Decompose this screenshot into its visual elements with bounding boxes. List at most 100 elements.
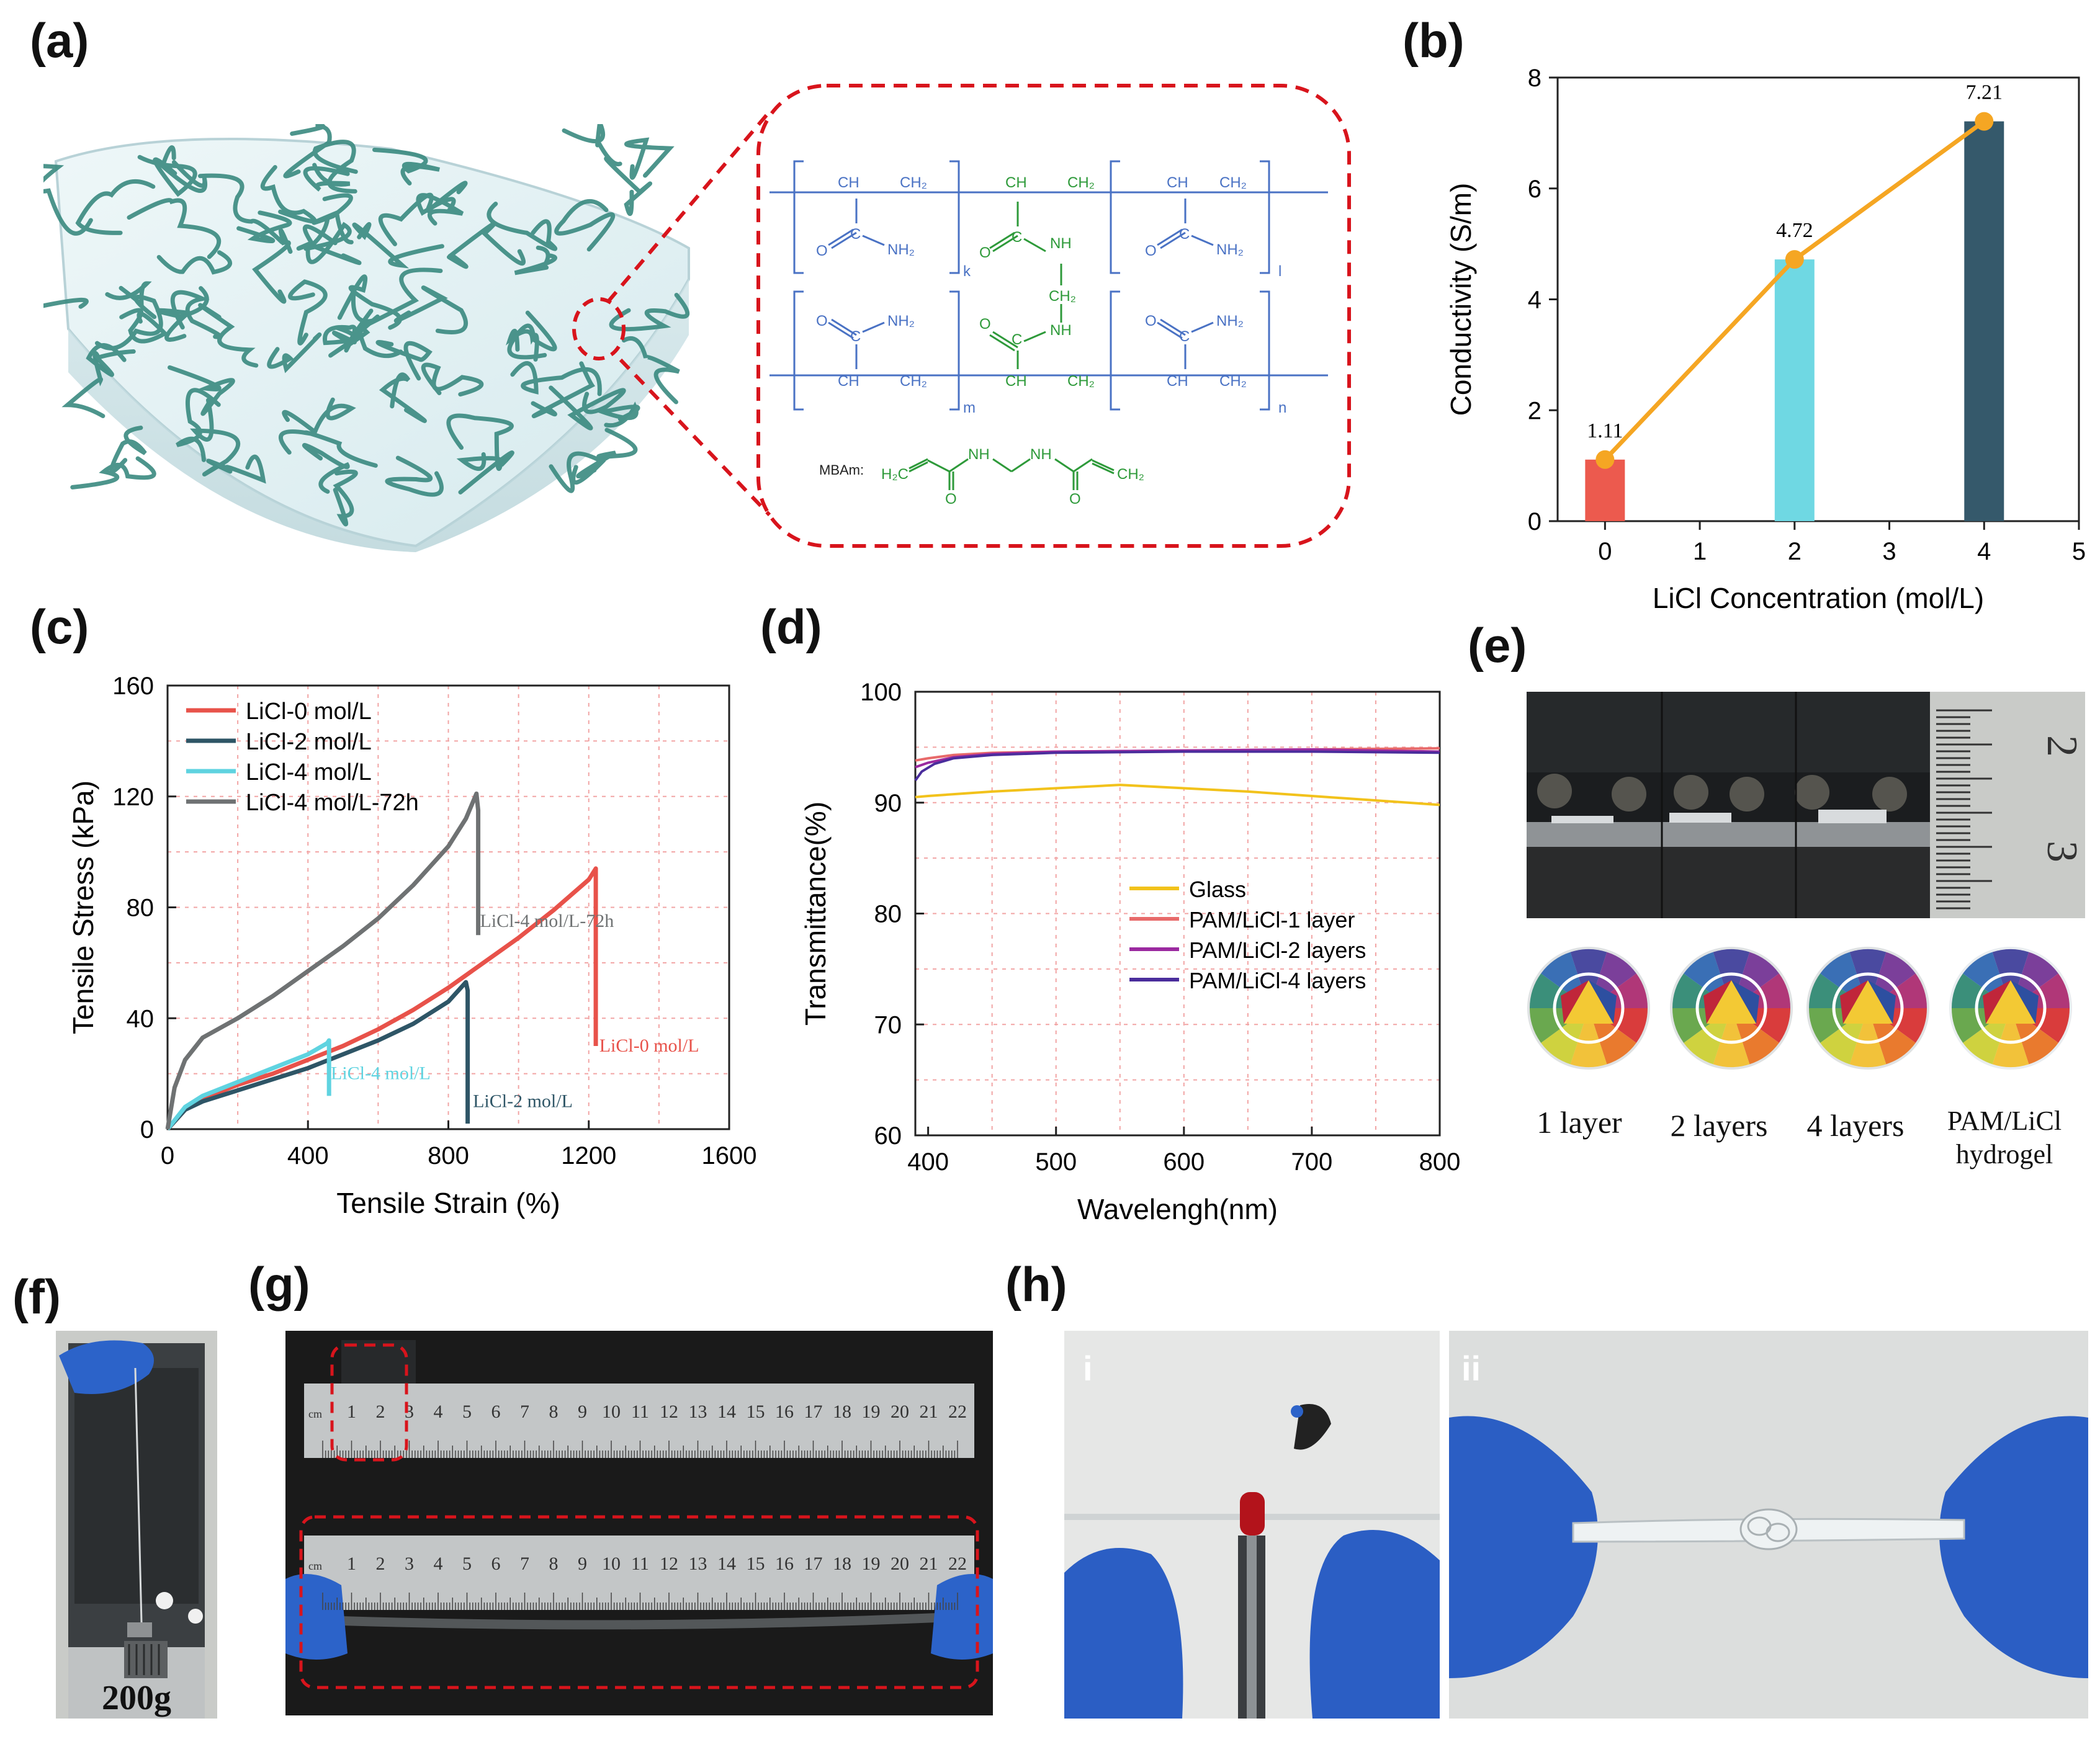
g-ruler-number: 22 (948, 1401, 967, 1422)
c-legend-label: LiCl-4 mol/L-72h (246, 790, 419, 816)
chem-c-3: C (1179, 226, 1190, 243)
panel-label-f: (f) (12, 1269, 61, 1324)
g-ruler-number: 16 (775, 1553, 794, 1574)
gel-fiber (421, 362, 484, 397)
g-ruler-number: 1 (347, 1553, 356, 1574)
gel-fiber (252, 228, 293, 304)
g-ruler-number: 17 (804, 1401, 823, 1422)
panel-label-e: (e) (1468, 618, 1527, 673)
color-wheel-center (2011, 980, 2039, 1024)
gel-fiber (288, 279, 328, 346)
gel-fiber (507, 310, 557, 360)
zoom-line-bottom (619, 358, 771, 517)
b-xtick-label: 4 (1977, 538, 1991, 565)
color-wheel-center (1589, 980, 1617, 1024)
gel-fiber (456, 450, 514, 494)
g-ruler-number: 14 (717, 1553, 736, 1574)
g-ruler-number: 9 (578, 1553, 587, 1574)
c-legend-label: LiCl-4 mol/L (246, 759, 372, 785)
d-ytick-label: 100 (860, 679, 902, 706)
color-wheel-center (1564, 980, 1613, 1024)
panel-label-a: (a) (30, 13, 89, 68)
ruler-mark-2: 2 (2038, 735, 2085, 757)
color-wheel-segment (1713, 1008, 1750, 1067)
d-legend-label: PAM/LiCl-4 layers (1189, 968, 1366, 993)
color-wheel-center (1840, 980, 1868, 1024)
panel-label-h: (h) (1005, 1257, 1067, 1312)
color-wheel-center (1868, 980, 1896, 1024)
g-ruler-number: 14 (717, 1401, 736, 1422)
zoom-circle (572, 297, 626, 360)
f-weight-label: 200g (102, 1679, 171, 1717)
e-caption-1: 1 layer (1537, 1105, 1622, 1140)
color-wheel-center (1703, 980, 1731, 1024)
c-legend-label: LiCl-0 mol/L (246, 699, 372, 725)
color-wheel-center (1561, 980, 1589, 1024)
chem-nh2-4: NH₂ (887, 313, 915, 329)
d-series-line (914, 750, 1440, 782)
gel-fiber (302, 443, 350, 494)
g-ruler-number: 3 (405, 1553, 414, 1574)
b-ytick-label: 4 (1528, 287, 1541, 314)
b-bar (1964, 121, 2004, 521)
color-wheel-inner-ring (1832, 972, 1904, 1044)
g-ruler-number: 4 (434, 1401, 443, 1422)
g-ruler-number: 11 (631, 1401, 649, 1422)
gel-fiber (375, 340, 433, 381)
c-series-line (166, 1038, 331, 1131)
d-legend-label: Glass (1189, 877, 1246, 902)
color-wheel-center (1843, 980, 1893, 1024)
gel-fiber (267, 332, 322, 373)
h-ii-knot-photo: ii (1449, 1331, 2088, 1719)
color-wheel-inner-ring (1975, 972, 2047, 1044)
g-ruler-number: 22 (948, 1553, 967, 1574)
g-ruler-number: 15 (747, 1401, 765, 1422)
c-end-label: LiCl-2 mol/L (473, 1091, 573, 1111)
gel-fiber (168, 365, 235, 416)
g-ruler-number: 2 (376, 1401, 385, 1422)
g-ruler-number: 21 (920, 1553, 938, 1574)
gel-fiber (531, 361, 596, 419)
c-ylabel: Tensile Stress (kPa) (67, 780, 99, 1034)
gel-fiber (333, 469, 358, 527)
d-ylabel: Transmittance(%) (799, 802, 832, 1026)
d-ytick-label: 70 (874, 1011, 902, 1039)
c-series-line (165, 791, 481, 1130)
g-ruler-number: 16 (775, 1401, 794, 1422)
g-ruler-number: 15 (747, 1553, 765, 1574)
zoom-box (756, 84, 1351, 548)
gel-fiber (190, 398, 241, 476)
gel-fiber (378, 181, 468, 246)
g-ruler-number: 13 (689, 1401, 707, 1422)
chem-ch2-5: CH₂ (1067, 373, 1095, 390)
c-ytick-label: 0 (140, 1116, 154, 1143)
gel-fiber (446, 221, 526, 269)
e-color-wheels (1520, 943, 2091, 1073)
b-ytick-label: 6 (1528, 176, 1541, 203)
c-xtick-label: 1600 (702, 1142, 757, 1169)
chem-ch2-2: CH₂ (1067, 174, 1095, 191)
b-xlabel: LiCl Concentration (mol/L) (1653, 582, 1984, 614)
b-ylabel: Conductivity (S/m) (1445, 183, 1477, 416)
gel-fiber (70, 456, 156, 490)
panel-label-g: (g) (248, 1257, 310, 1312)
gel-fiber (86, 343, 136, 377)
gel-fiber (416, 193, 464, 226)
chem-nh2-1: NH₂ (887, 241, 915, 258)
color-wheel-center (1986, 980, 2035, 1024)
c-end-label: LiCl-4 mol/L-72h (480, 911, 614, 931)
gel-fiber (303, 163, 351, 192)
c-xtick-label: 0 (161, 1142, 174, 1169)
color-wheel-center (1983, 980, 2011, 1024)
c-ytick-label: 80 (127, 895, 155, 922)
b-xtick-label: 5 (2072, 538, 2086, 565)
chem-n: n (1278, 400, 1286, 416)
gel-fiber (119, 308, 169, 344)
chem-o-2: O (979, 244, 991, 261)
gel-fiber (109, 426, 147, 473)
gel-fiber (127, 198, 222, 259)
chem-nh-2: NH (1050, 235, 1072, 252)
chem-c-2: C (1012, 229, 1022, 246)
b-bar (1585, 459, 1625, 521)
g-ruler-number: cm (308, 1560, 322, 1572)
